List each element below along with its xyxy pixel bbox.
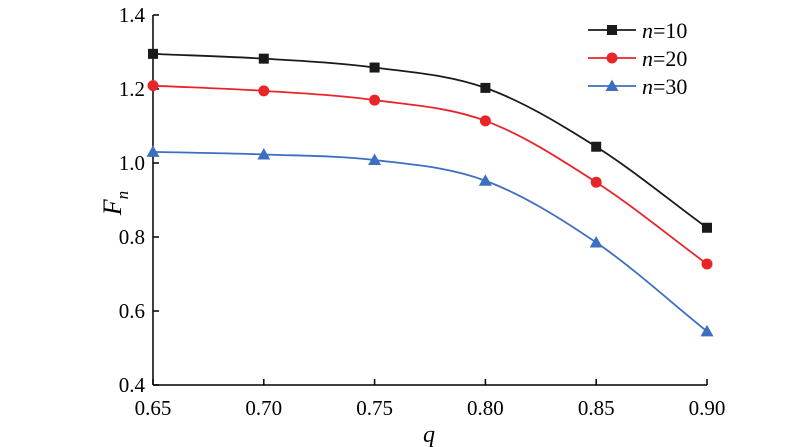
y-axis-title: Fn <box>98 191 132 216</box>
plot-area <box>152 15 707 386</box>
x-tick-label: 0.85 <box>578 396 615 420</box>
data-point <box>369 94 381 106</box>
legend-swatch-marker <box>606 52 618 64</box>
data-point <box>369 62 380 73</box>
y-tick-label: 1.0 <box>119 151 145 175</box>
data-point <box>257 147 271 160</box>
legend-label-value: =20 <box>653 46 687 71</box>
legend-label: n=10 <box>642 18 687 43</box>
y-tick-label: 0.4 <box>119 373 146 397</box>
data-point <box>148 48 158 59</box>
y-axis-title-main: F <box>98 198 127 216</box>
legend-label-var: n <box>642 46 653 71</box>
data-point <box>591 141 602 152</box>
legend-label-value: =30 <box>653 74 687 99</box>
legend-item: n=10 <box>588 18 687 43</box>
y-axis-title-subscript: n <box>113 191 132 200</box>
legend-label: n=20 <box>642 46 687 71</box>
legend-label-var: n <box>642 18 653 43</box>
data-point <box>700 324 714 337</box>
series-n=20 <box>147 80 713 270</box>
legend-item: n=20 <box>588 46 687 71</box>
y-tick-label: 0.8 <box>119 225 145 249</box>
data-point <box>478 174 492 186</box>
y-axis: 0.4 0.6 0.8 1.0 1.2 1.4 <box>119 3 159 397</box>
data-point <box>480 82 491 93</box>
series-layer <box>146 48 714 337</box>
legend-label-value: =10 <box>653 18 687 43</box>
data-point <box>590 176 602 188</box>
y-tick-label: 1.2 <box>119 77 145 101</box>
data-point <box>702 222 712 233</box>
data-point <box>258 53 269 64</box>
x-axis: 0.65 0.70 0.75 0.80 0.85 0.90 <box>135 379 726 420</box>
data-point <box>589 236 603 248</box>
series-line <box>152 84 708 265</box>
x-tick-label: 0.80 <box>467 396 504 420</box>
x-tick-label: 0.75 <box>356 396 393 420</box>
data-point <box>368 153 382 166</box>
series-line <box>152 151 708 333</box>
y-tick-label: 1.4 <box>119 3 146 27</box>
series-n=30 <box>146 145 714 337</box>
data-point <box>147 80 159 92</box>
series-n=10 <box>148 48 712 233</box>
x-axis-title: q <box>423 422 435 447</box>
data-point <box>146 145 160 157</box>
x-tick-label: 0.65 <box>135 396 172 420</box>
data-point <box>701 258 713 270</box>
x-tick-label: 0.90 <box>689 396 726 420</box>
series-line <box>152 52 708 229</box>
legend-label: n=30 <box>642 74 687 99</box>
data-point <box>479 115 491 127</box>
legend: n=10n=20n=30 <box>588 18 687 99</box>
legend-item: n=30 <box>588 74 687 99</box>
y-tick-label: 0.6 <box>119 299 145 323</box>
legend-swatch-marker <box>607 25 617 35</box>
data-point <box>258 85 270 97</box>
x-tick-label: 0.70 <box>245 396 282 420</box>
legend-swatch-marker <box>605 79 619 91</box>
legend-label-var: n <box>642 74 653 99</box>
